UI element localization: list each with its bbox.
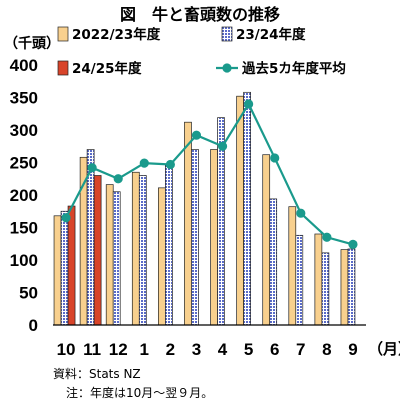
- bar-24/25年度: [93, 175, 102, 326]
- bars: [53, 91, 356, 326]
- y-tick-label: 250: [10, 154, 38, 173]
- bar-2022/23年度: [105, 184, 114, 326]
- bar-23/24年度: [165, 164, 173, 326]
- y-tick-label: 400: [10, 56, 38, 75]
- source-note: 資料：Stats NZ: [53, 367, 141, 381]
- y-axis: 0 50 100 150 200 250 300 350 400: [10, 56, 38, 335]
- x-axis: 10 11 12 1 2 3 4 5 6 7 8 9: [57, 340, 358, 359]
- bar-24/25年度: [67, 205, 76, 326]
- bar-23/24年度: [112, 191, 121, 326]
- bar-2022/23年度: [262, 154, 271, 326]
- average-point: [61, 213, 71, 223]
- bar-2022/23年度: [184, 121, 192, 326]
- bar-2022/23年度: [314, 233, 323, 326]
- y-tick-label: 300: [10, 121, 38, 140]
- x-tick-label: 3: [192, 340, 201, 359]
- average-line: [61, 99, 358, 249]
- chart-title: 図 牛と畜頭数の推移: [120, 5, 280, 24]
- y-tick-label: 350: [10, 89, 38, 108]
- x-tick-label: 8: [322, 340, 331, 359]
- x-tick-label: 2: [166, 340, 175, 359]
- average-point: [165, 159, 175, 170]
- legend-label: 過去5カ年度平均: [241, 60, 346, 77]
- legend-swatch: [57, 26, 69, 42]
- average-point: [87, 163, 97, 173]
- bar-2022/23年度: [210, 149, 218, 326]
- average-line-path: [65, 101, 354, 246]
- average-point: [113, 174, 123, 184]
- bar-2022/23年度: [158, 187, 166, 326]
- bar-23/24年度: [347, 248, 356, 326]
- x-tick-label: 10: [57, 340, 76, 359]
- x-tick-label: 11: [83, 340, 101, 359]
- average-point: [322, 232, 332, 242]
- x-tick-label: 12: [109, 340, 128, 359]
- y-tick-label: 50: [19, 284, 38, 303]
- bar-23/24年度: [321, 252, 330, 326]
- legend-label: 23/24年度: [236, 26, 306, 43]
- bar-23/24年度: [60, 210, 69, 326]
- legend-swatch: [221, 26, 233, 42]
- legend: 2022/23年度 23/24年度 24/25年度 過去5カ年度平均: [57, 26, 346, 77]
- x-axis-label: （月）: [368, 340, 400, 358]
- bar-2022/23年度: [288, 206, 297, 326]
- bar-23/24年度: [138, 175, 147, 326]
- average-point: [296, 208, 306, 218]
- x-tick-label: 1: [140, 340, 149, 359]
- bar-2022/23年度: [340, 249, 349, 326]
- bar-23/24年度: [243, 91, 251, 326]
- average-point: [217, 141, 228, 151]
- average-point: [348, 239, 358, 249]
- y-tick-label: 0: [29, 316, 38, 335]
- average-point: [139, 158, 149, 168]
- y-tick-label: 200: [10, 186, 38, 205]
- bar-2022/23年度: [53, 215, 62, 326]
- bar-2022/23年度: [131, 171, 140, 326]
- bar-23/24年度: [295, 234, 304, 326]
- y-axis-label: （千頭）: [4, 35, 60, 52]
- y-tick-label: 100: [10, 251, 38, 270]
- legend-label: 24/25年度: [72, 60, 142, 77]
- fiscal-year-note: 注：年度は10月～翌９月。: [66, 385, 213, 400]
- legend-swatch: [57, 60, 69, 76]
- bar-2022/23年度: [236, 95, 244, 326]
- average-point: [191, 130, 202, 140]
- x-tick-label: 7: [296, 340, 305, 359]
- average-point: [244, 99, 254, 109]
- legend-swatch-marker: [222, 63, 232, 73]
- x-tick-label: 9: [348, 340, 357, 359]
- x-tick-label: 4: [218, 340, 228, 359]
- bar-23/24年度: [269, 198, 278, 326]
- average-point: [270, 153, 280, 163]
- x-tick-label: 5: [244, 340, 253, 359]
- legend-label: 2022/23年度: [72, 26, 161, 43]
- bar-23/24年度: [191, 149, 199, 326]
- x-tick-label: 6: [270, 340, 279, 359]
- y-tick-label: 150: [10, 219, 38, 238]
